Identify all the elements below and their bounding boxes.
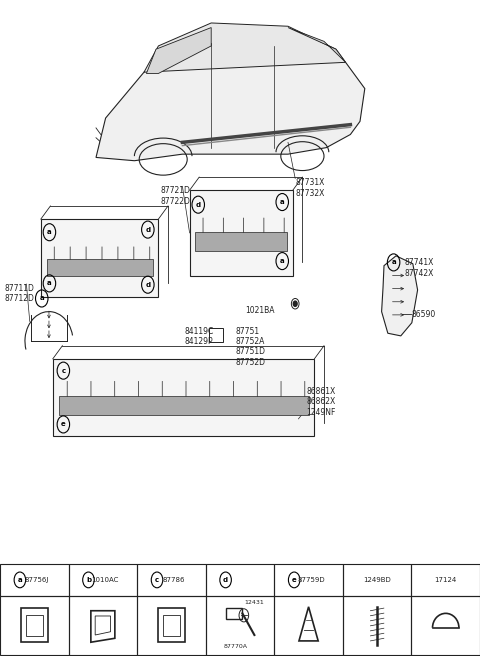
Text: 1249NF: 1249NF [306, 408, 336, 417]
Text: 87711D
87712D: 87711D 87712D [5, 284, 35, 304]
Text: d: d [223, 577, 228, 583]
Polygon shape [288, 28, 346, 62]
Bar [195, 232, 287, 251]
Text: 87756J: 87756J [24, 577, 49, 583]
Text: 87721D
87722D: 87721D 87722D [161, 186, 191, 206]
Text: c: c [61, 367, 65, 374]
Bar [190, 190, 293, 276]
Bar [137, 596, 206, 655]
Text: 87731X
87732X: 87731X 87732X [295, 178, 324, 198]
Bar [69, 564, 137, 596]
Text: a: a [391, 259, 396, 266]
Bar [0, 596, 69, 655]
Text: 87786: 87786 [163, 577, 185, 583]
Text: a: a [18, 577, 22, 583]
Bar [53, 359, 314, 436]
Text: a: a [280, 199, 285, 205]
Text: d: d [145, 281, 150, 288]
Text: 1010AC: 1010AC [92, 577, 119, 583]
Bar [163, 615, 180, 636]
Bar [411, 564, 480, 596]
Bar [206, 564, 274, 596]
Circle shape [293, 301, 297, 306]
Text: 1249BD: 1249BD [363, 577, 391, 583]
Bar [209, 328, 223, 342]
Bar [0, 564, 69, 596]
Bar [411, 596, 480, 655]
Polygon shape [144, 23, 346, 72]
Text: a: a [39, 295, 44, 302]
Text: d: d [145, 226, 150, 233]
Text: 87741X
87742X: 87741X 87742X [405, 258, 434, 278]
Text: 86861X
86862X: 86861X 86862X [306, 387, 336, 407]
Polygon shape [382, 256, 418, 336]
Bar [343, 564, 411, 596]
Text: a: a [47, 280, 52, 287]
Text: e: e [61, 421, 66, 428]
Bar [206, 596, 274, 655]
Text: a: a [280, 258, 285, 264]
Bar [47, 259, 153, 276]
Text: d: d [196, 201, 201, 208]
Bar [59, 396, 309, 415]
Text: a: a [47, 229, 52, 236]
Polygon shape [96, 39, 365, 161]
Text: 12431: 12431 [245, 600, 264, 605]
Bar [274, 564, 343, 596]
Bar [158, 608, 185, 642]
Bar [25, 615, 43, 636]
Text: b: b [86, 577, 91, 583]
Text: 86590: 86590 [412, 310, 436, 319]
Text: 84119C
84129P: 84119C 84129P [185, 327, 214, 346]
Text: c: c [155, 577, 159, 583]
Text: 87759D: 87759D [297, 577, 325, 583]
Bar [343, 596, 411, 655]
Text: e: e [292, 577, 297, 583]
Text: 87770A: 87770A [223, 644, 247, 649]
Text: 17124: 17124 [434, 577, 457, 583]
Bar [274, 596, 343, 655]
Bar [21, 608, 48, 642]
Polygon shape [146, 28, 211, 73]
Bar [69, 596, 137, 655]
Bar [137, 564, 206, 596]
Bar [41, 219, 158, 297]
Text: 87751
87752A
87751D
87752D: 87751 87752A 87751D 87752D [235, 327, 265, 367]
Text: 1021BA: 1021BA [245, 306, 274, 315]
